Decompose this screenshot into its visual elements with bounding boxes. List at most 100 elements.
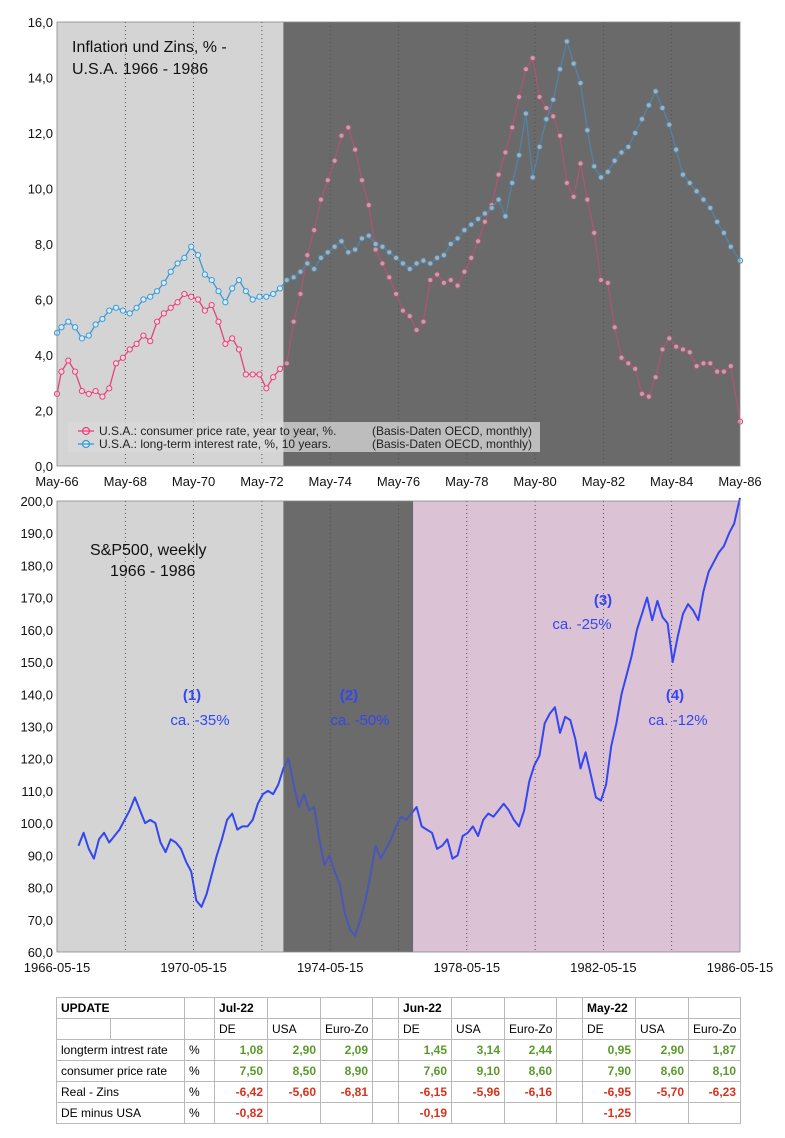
data-point bbox=[304, 260, 311, 267]
data-point bbox=[194, 296, 202, 303]
data-point bbox=[399, 307, 407, 314]
data-point bbox=[454, 235, 461, 242]
data-point bbox=[686, 349, 693, 356]
spacer-cell bbox=[556, 1060, 584, 1082]
data-point bbox=[632, 129, 639, 137]
col-de: DE bbox=[398, 1018, 453, 1040]
x-tick-label: 1974-05-15 bbox=[297, 960, 364, 975]
data-point bbox=[58, 368, 65, 375]
bottom-series-layer bbox=[77, 497, 741, 952]
data-point bbox=[577, 79, 584, 87]
x-tick-label: 1966-05-15 bbox=[24, 960, 91, 975]
value-cell: 3,14 bbox=[451, 1039, 506, 1061]
data-point bbox=[256, 371, 263, 378]
table-body: longterm intrest rate% 1,08 2,90 2,09 1,45 3,… bbox=[55, 1039, 742, 1124]
data-point bbox=[406, 313, 413, 320]
table-row: consumer price rate% 7,50 8,50 8,90 7,60 9,10… bbox=[55, 1060, 742, 1082]
data-point bbox=[543, 116, 550, 123]
data-point bbox=[85, 332, 92, 339]
data-point bbox=[659, 346, 666, 353]
spacer-cell bbox=[372, 1039, 400, 1061]
plot-frame bbox=[56, 500, 741, 953]
data-point bbox=[338, 132, 345, 139]
background-band bbox=[413, 501, 740, 952]
data-point bbox=[474, 238, 482, 245]
value-cell: -6,81 bbox=[320, 1081, 374, 1103]
data-point bbox=[215, 288, 222, 295]
data-point bbox=[283, 360, 290, 367]
background-band bbox=[283, 501, 414, 952]
data-point bbox=[502, 149, 509, 156]
data-point bbox=[194, 252, 202, 259]
col-eurozone: Euro-Zo bbox=[320, 1018, 374, 1040]
data-point bbox=[297, 268, 304, 275]
bottom-chart-subtitle: 1966 - 1986 bbox=[110, 563, 196, 580]
data-point bbox=[584, 127, 591, 134]
col-eurozone: Euro-Zo bbox=[504, 1018, 558, 1040]
value-cell bbox=[688, 1102, 742, 1124]
charts-canvas: 0,0 2,0 4,0 6,0 8,0 10,0 12,0 14,0 16,0 May-66 May… bbox=[20, 15, 774, 975]
value-cell: 1,87 bbox=[688, 1039, 742, 1061]
background-band bbox=[283, 22, 740, 466]
data-point bbox=[297, 290, 304, 298]
data-point bbox=[386, 249, 393, 256]
data-point bbox=[229, 335, 236, 342]
y-tick-label: 90,0 bbox=[28, 848, 53, 863]
table-update-label: UPDATE bbox=[55, 997, 186, 1019]
data-point bbox=[604, 279, 611, 286]
col-eurozone: Euro-Zo bbox=[688, 1018, 742, 1040]
data-point bbox=[645, 393, 652, 400]
data-point bbox=[495, 196, 502, 203]
data-point bbox=[529, 54, 536, 62]
data-point bbox=[611, 324, 618, 331]
x-tick-label: 1970-05-15 bbox=[160, 960, 227, 975]
data-point bbox=[468, 221, 475, 228]
data-point bbox=[345, 249, 352, 256]
data-point bbox=[181, 290, 188, 298]
legend-note-interest: (Basis-Daten OECD, monthly) bbox=[372, 437, 532, 451]
row-label: consumer price rate bbox=[55, 1060, 186, 1082]
data-point bbox=[652, 88, 659, 95]
value-cell: 8,10 bbox=[688, 1060, 742, 1082]
data-point bbox=[270, 290, 277, 298]
data-point bbox=[256, 293, 263, 300]
y-tick-label: 140,0 bbox=[20, 687, 53, 702]
data-point bbox=[474, 215, 482, 223]
data-point bbox=[420, 318, 427, 325]
data-point bbox=[311, 227, 318, 234]
data-point bbox=[263, 385, 270, 392]
data-point bbox=[433, 254, 441, 261]
data-point bbox=[686, 179, 693, 187]
table-group-jul: Jul-22 bbox=[214, 997, 269, 1019]
data-point bbox=[188, 293, 195, 300]
value-cell: 9,10 bbox=[451, 1060, 506, 1082]
data-point bbox=[78, 387, 86, 395]
x-tick-label: May-76 bbox=[377, 474, 420, 489]
data-point bbox=[693, 363, 700, 370]
value-cell bbox=[451, 1102, 506, 1124]
data-point bbox=[515, 93, 523, 101]
value-cell: -0,19 bbox=[398, 1102, 453, 1124]
value-cell: -1,25 bbox=[582, 1102, 637, 1124]
row-label: Real - Zins bbox=[55, 1081, 186, 1103]
y-tick-label: 4,0 bbox=[35, 348, 53, 363]
data-point bbox=[611, 157, 618, 164]
value-cell: -6,42 bbox=[214, 1081, 269, 1103]
data-point bbox=[584, 196, 591, 203]
col-de: DE bbox=[214, 1018, 269, 1040]
x-tick-label: 1978-05-15 bbox=[434, 960, 501, 975]
data-point bbox=[529, 174, 536, 181]
annotation-2-text: ca. -50% bbox=[330, 712, 389, 729]
data-point bbox=[468, 254, 475, 261]
data-point bbox=[92, 387, 99, 395]
y-tick-label: 180,0 bbox=[20, 558, 53, 573]
data-point bbox=[707, 360, 714, 367]
col-usa: USA bbox=[267, 1018, 322, 1040]
x-tick-label: 1986-05-15 bbox=[707, 960, 774, 975]
data-point bbox=[652, 374, 659, 381]
data-point bbox=[181, 254, 188, 261]
data-point bbox=[106, 307, 113, 314]
data-point bbox=[618, 354, 625, 361]
data-point bbox=[577, 160, 584, 167]
data-point bbox=[570, 193, 577, 200]
